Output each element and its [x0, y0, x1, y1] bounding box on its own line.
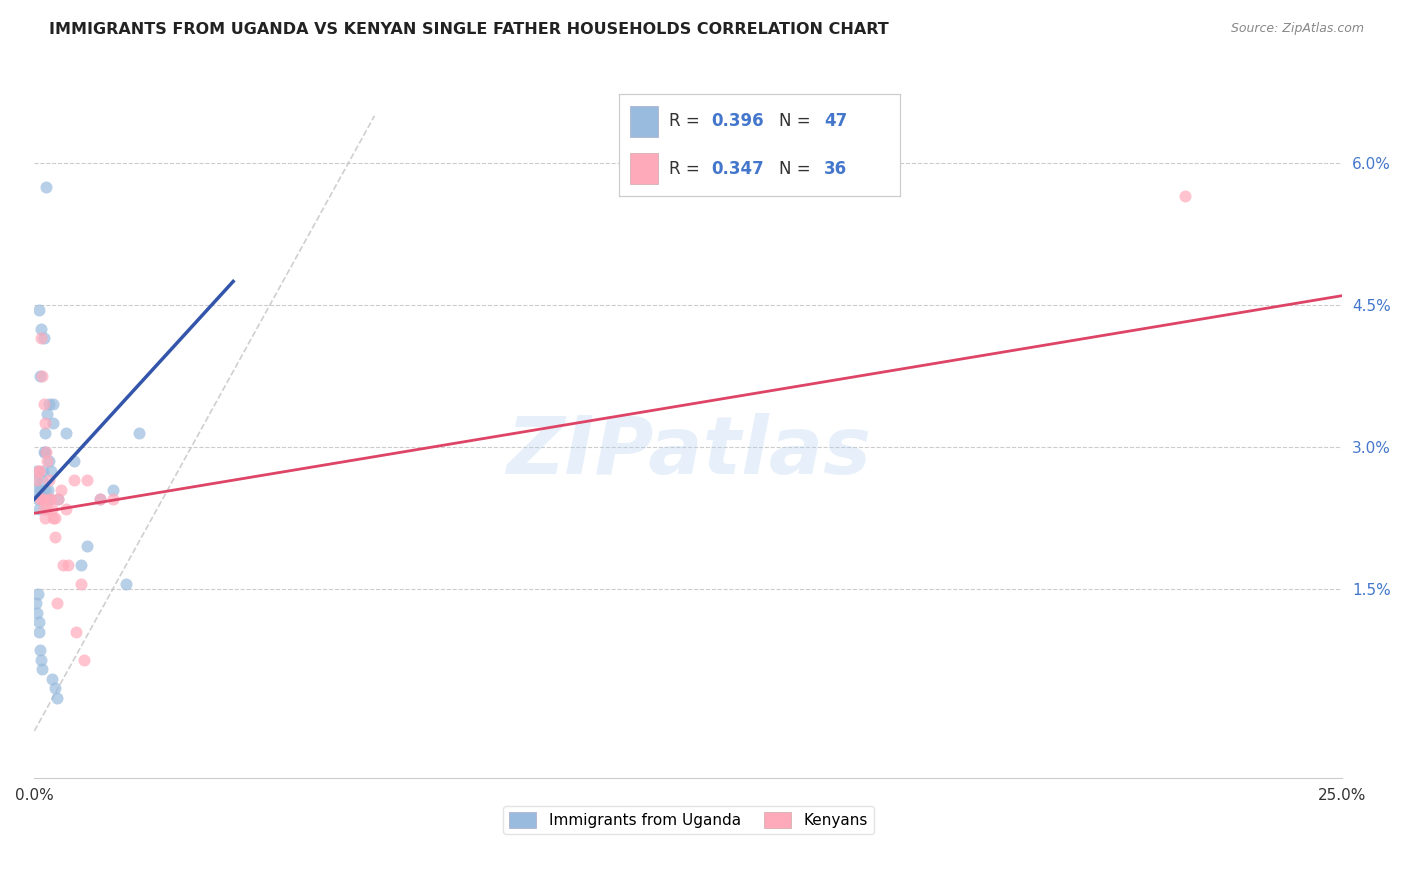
Text: 36: 36 [824, 160, 846, 178]
Point [27, 587, 49, 601]
Point [25, 596, 48, 610]
Point [32, 397, 55, 411]
Point [32, 331, 55, 345]
Text: 0.396: 0.396 [711, 112, 763, 130]
Point [27, 615, 49, 629]
Point [46, 596, 69, 610]
Point [49, 483, 72, 497]
Point [46, 491, 69, 506]
Text: ZIPatlas: ZIPatlas [506, 413, 870, 491]
Point [30, 643, 52, 657]
Point [35, 491, 58, 506]
Point [1174, 189, 1197, 203]
Point [38, 491, 60, 506]
Point [42, 397, 65, 411]
Point [38, 397, 60, 411]
Point [41, 511, 63, 525]
Point [101, 491, 124, 506]
Point [44, 681, 66, 696]
Bar [630, 153, 658, 184]
Point [65, 624, 87, 639]
Point [28, 464, 51, 478]
Legend: Immigrants from Uganda, Kenyans: Immigrants from Uganda, Kenyans [503, 805, 875, 834]
Point [62, 454, 84, 468]
Point [27, 491, 49, 506]
Point [55, 425, 77, 440]
Point [34, 444, 56, 458]
Point [28, 624, 51, 639]
Point [34, 417, 56, 431]
Point [44, 511, 66, 525]
Text: N =: N = [779, 112, 815, 130]
Point [89, 491, 111, 506]
Point [115, 577, 138, 591]
Text: R =: R = [669, 112, 706, 130]
Point [27, 302, 49, 317]
Point [31, 491, 53, 506]
Text: R =: R = [669, 160, 706, 178]
Point [31, 491, 53, 506]
Point [35, 179, 58, 194]
Point [31, 662, 53, 676]
Point [25, 473, 48, 487]
Point [28, 501, 51, 516]
Point [58, 558, 80, 573]
Point [25, 464, 48, 478]
Point [128, 425, 150, 440]
Point [89, 491, 111, 506]
Point [38, 491, 60, 506]
Point [31, 464, 53, 478]
Point [35, 444, 58, 458]
Point [76, 473, 98, 487]
Bar [630, 106, 658, 136]
Point [73, 653, 96, 667]
Point [44, 530, 66, 544]
Point [41, 672, 63, 686]
Point [35, 501, 58, 516]
Point [70, 577, 93, 591]
Point [37, 454, 59, 468]
Text: 47: 47 [824, 112, 848, 130]
Point [25, 606, 48, 620]
Point [30, 653, 52, 667]
Point [46, 690, 69, 705]
Point [25, 483, 48, 497]
Point [34, 501, 56, 516]
Point [30, 331, 52, 345]
Point [32, 491, 55, 506]
Point [30, 491, 52, 506]
Point [24, 473, 46, 487]
Point [38, 473, 60, 487]
Point [70, 558, 93, 573]
Point [35, 407, 58, 421]
Point [31, 369, 53, 384]
Point [30, 483, 52, 497]
Point [62, 473, 84, 487]
Text: N =: N = [779, 160, 815, 178]
Text: Source: ZipAtlas.com: Source: ZipAtlas.com [1230, 22, 1364, 36]
Text: 0.347: 0.347 [711, 160, 765, 178]
Point [41, 417, 63, 431]
Point [34, 483, 56, 497]
Point [34, 444, 56, 458]
Point [37, 483, 59, 497]
Point [101, 483, 124, 497]
Point [30, 322, 52, 336]
Point [28, 369, 51, 384]
Point [34, 511, 56, 525]
Point [55, 501, 77, 516]
Point [76, 540, 98, 554]
Point [52, 558, 75, 573]
Point [46, 491, 69, 506]
Point [34, 425, 56, 440]
Point [39, 491, 62, 506]
Text: IMMIGRANTS FROM UGANDA VS KENYAN SINGLE FATHER HOUSEHOLDS CORRELATION CHART: IMMIGRANTS FROM UGANDA VS KENYAN SINGLE … [49, 22, 889, 37]
Point [31, 473, 53, 487]
Point [37, 454, 59, 468]
Point [27, 464, 49, 478]
Point [41, 501, 63, 516]
Point [39, 464, 62, 478]
